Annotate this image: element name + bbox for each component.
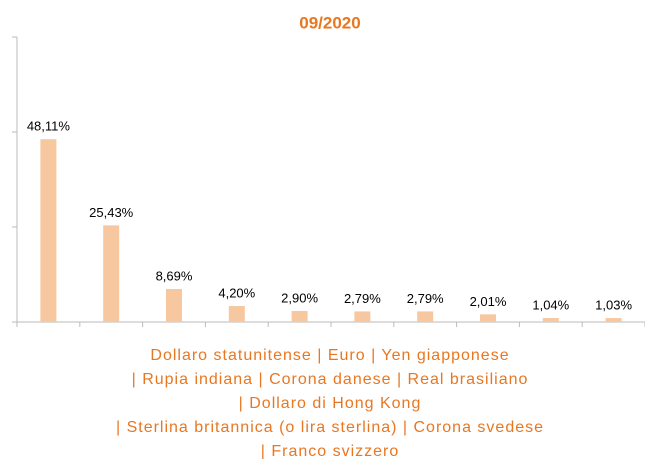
bar (40, 139, 57, 322)
value-label: 48,11% (27, 119, 71, 134)
caption-line: | Dollaro di Hong Kong (239, 395, 422, 412)
value-label: 1,04% (532, 297, 569, 312)
value-label: 1,03% (595, 298, 632, 313)
caption-line: | Sterlina britannica (o lira sterlina) … (116, 419, 544, 436)
value-label: 2,01% (470, 294, 507, 309)
bar (605, 318, 622, 322)
bar (480, 314, 496, 322)
value-label: 25,43% (89, 205, 134, 220)
caption-line: Dollaro statunitense | Euro | Yen giappo… (150, 347, 509, 364)
value-label: 4,20% (218, 285, 255, 300)
value-label: 2,79% (407, 291, 444, 306)
bar (291, 310, 308, 322)
value-label: 2,90% (281, 290, 318, 305)
caption-line: | Rupia indiana | Corona danese | Real b… (132, 371, 529, 388)
bar (103, 225, 120, 322)
value-label: 8,69% (156, 268, 193, 283)
chart-title: 09/2020 (299, 13, 360, 32)
bar (354, 311, 371, 322)
value-label: 2,79% (344, 291, 381, 306)
bar (228, 306, 245, 322)
bar (417, 311, 434, 322)
caption-line: | Franco svizzero (261, 443, 400, 459)
bar (542, 318, 559, 322)
bar (166, 288, 182, 322)
